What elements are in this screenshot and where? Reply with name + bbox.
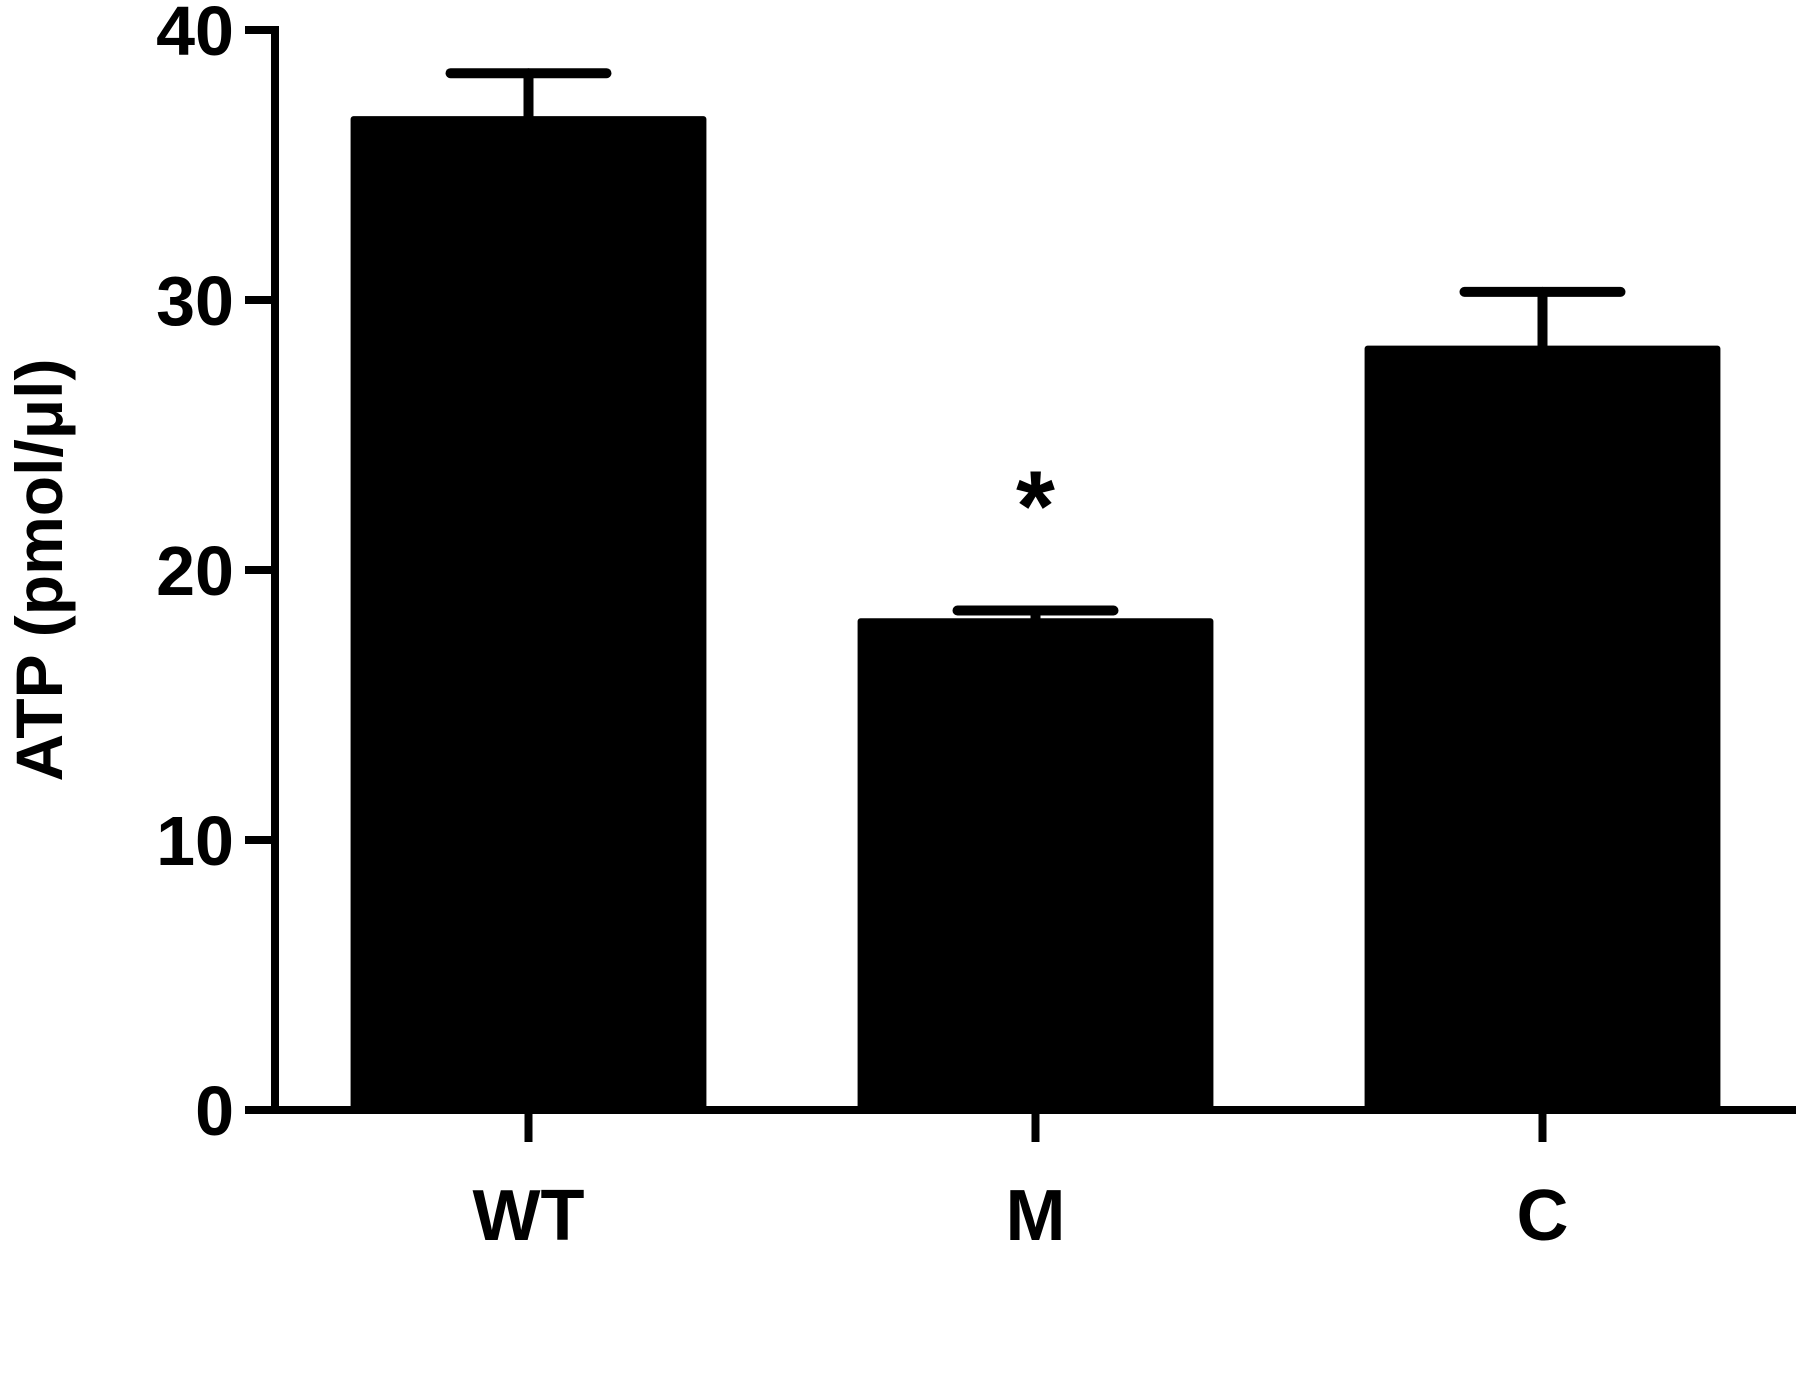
y-tick-label-40: 40 (156, 0, 234, 70)
y-axis-title: ATP (pmol/μl) (2, 359, 76, 782)
chart-labels: 0 10 20 30 40 WT M C * (156, 0, 1568, 1256)
bar-M (857, 618, 1214, 1113)
bar-WT (350, 116, 707, 1114)
bar-C (1364, 345, 1721, 1114)
y-tick-label-20: 20 (156, 532, 234, 610)
x-tick-label-WT: WT (473, 1176, 585, 1256)
x-tick-label-C: C (1517, 1176, 1569, 1256)
y-tick-label-10: 10 (156, 802, 234, 880)
y-tick-label-0: 0 (195, 1072, 234, 1150)
chart-marks (350, 68, 1721, 1114)
x-tick-label-M: M (1006, 1176, 1066, 1256)
y-tick-label-30: 30 (156, 262, 234, 340)
significance-asterisk-M: * (1016, 451, 1055, 563)
